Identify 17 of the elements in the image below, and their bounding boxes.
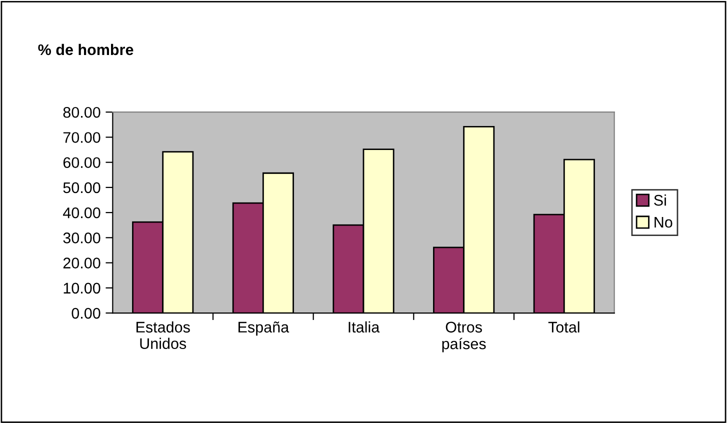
legend-label: No <box>654 217 672 228</box>
y-tick-label: 20.00 <box>63 258 100 268</box>
y-tick-label: 70.00 <box>63 132 100 143</box>
y-tick-label: 0.00 <box>72 308 100 319</box>
legend-label: Si <box>654 194 666 206</box>
y-tick-label: 50.00 <box>63 182 100 194</box>
y-tick-label: 40.00 <box>63 207 100 218</box>
x-tick-label: Otros países <box>442 322 486 352</box>
x-tick-label: Italia <box>348 321 380 333</box>
x-tick-label: Total <box>548 321 580 333</box>
y-tick-label: 60.00 <box>63 157 100 168</box>
y-tick-label: 80.00 <box>63 106 100 118</box>
x-tick-label: Estados Unidos <box>136 321 190 350</box>
y-tick-label: 30.00 <box>63 232 100 244</box>
y-tick-label: 10.00 <box>64 282 100 294</box>
x-tick-label: España <box>238 321 290 336</box>
chart-title: % de hombre <box>38 44 134 56</box>
